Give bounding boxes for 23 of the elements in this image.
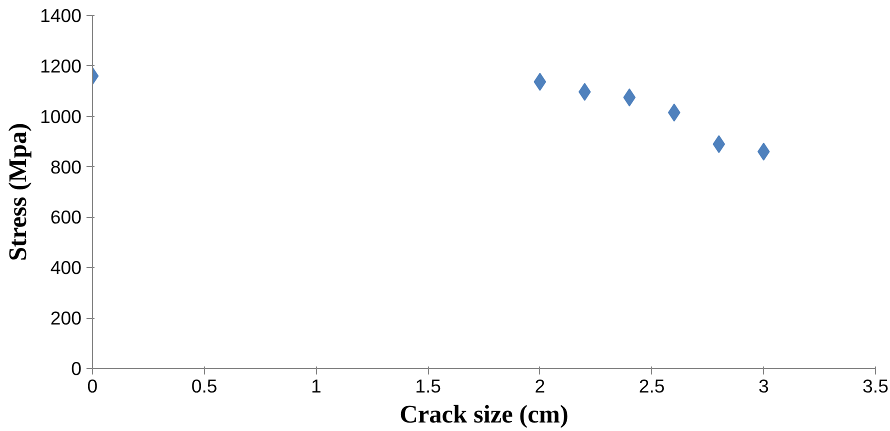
point	[534, 72, 546, 91]
x-tick-label: 3.5	[862, 376, 888, 396]
x-tick-label: 1	[311, 376, 322, 396]
y-tick-label: 200	[50, 308, 82, 329]
y-tick-label: 800	[50, 156, 82, 178]
x-axis-title: Crack size (cm)	[400, 400, 568, 428]
x-tick-label: 2.5	[638, 376, 665, 396]
point	[712, 135, 726, 154]
y-tick-label: 0	[71, 358, 82, 379]
y-tick-label: 1400	[40, 5, 82, 26]
y-tick-label: 400	[50, 257, 82, 278]
point	[668, 104, 680, 122]
y-axis-title: Stress (Mpa)	[4, 122, 32, 262]
y-tick-label: 1000	[40, 106, 82, 127]
x-tick-label: 3	[758, 376, 769, 396]
x-tick-label: 1.5	[415, 376, 442, 396]
x-tick-label: 2	[534, 376, 546, 396]
point	[757, 142, 770, 161]
y-tick-label: 1200	[40, 55, 82, 76]
x-tick-label: 0.5	[191, 376, 218, 396]
point	[623, 88, 636, 106]
x-tick-label: 0	[87, 376, 98, 396]
y-tick-label: 600	[50, 206, 82, 228]
